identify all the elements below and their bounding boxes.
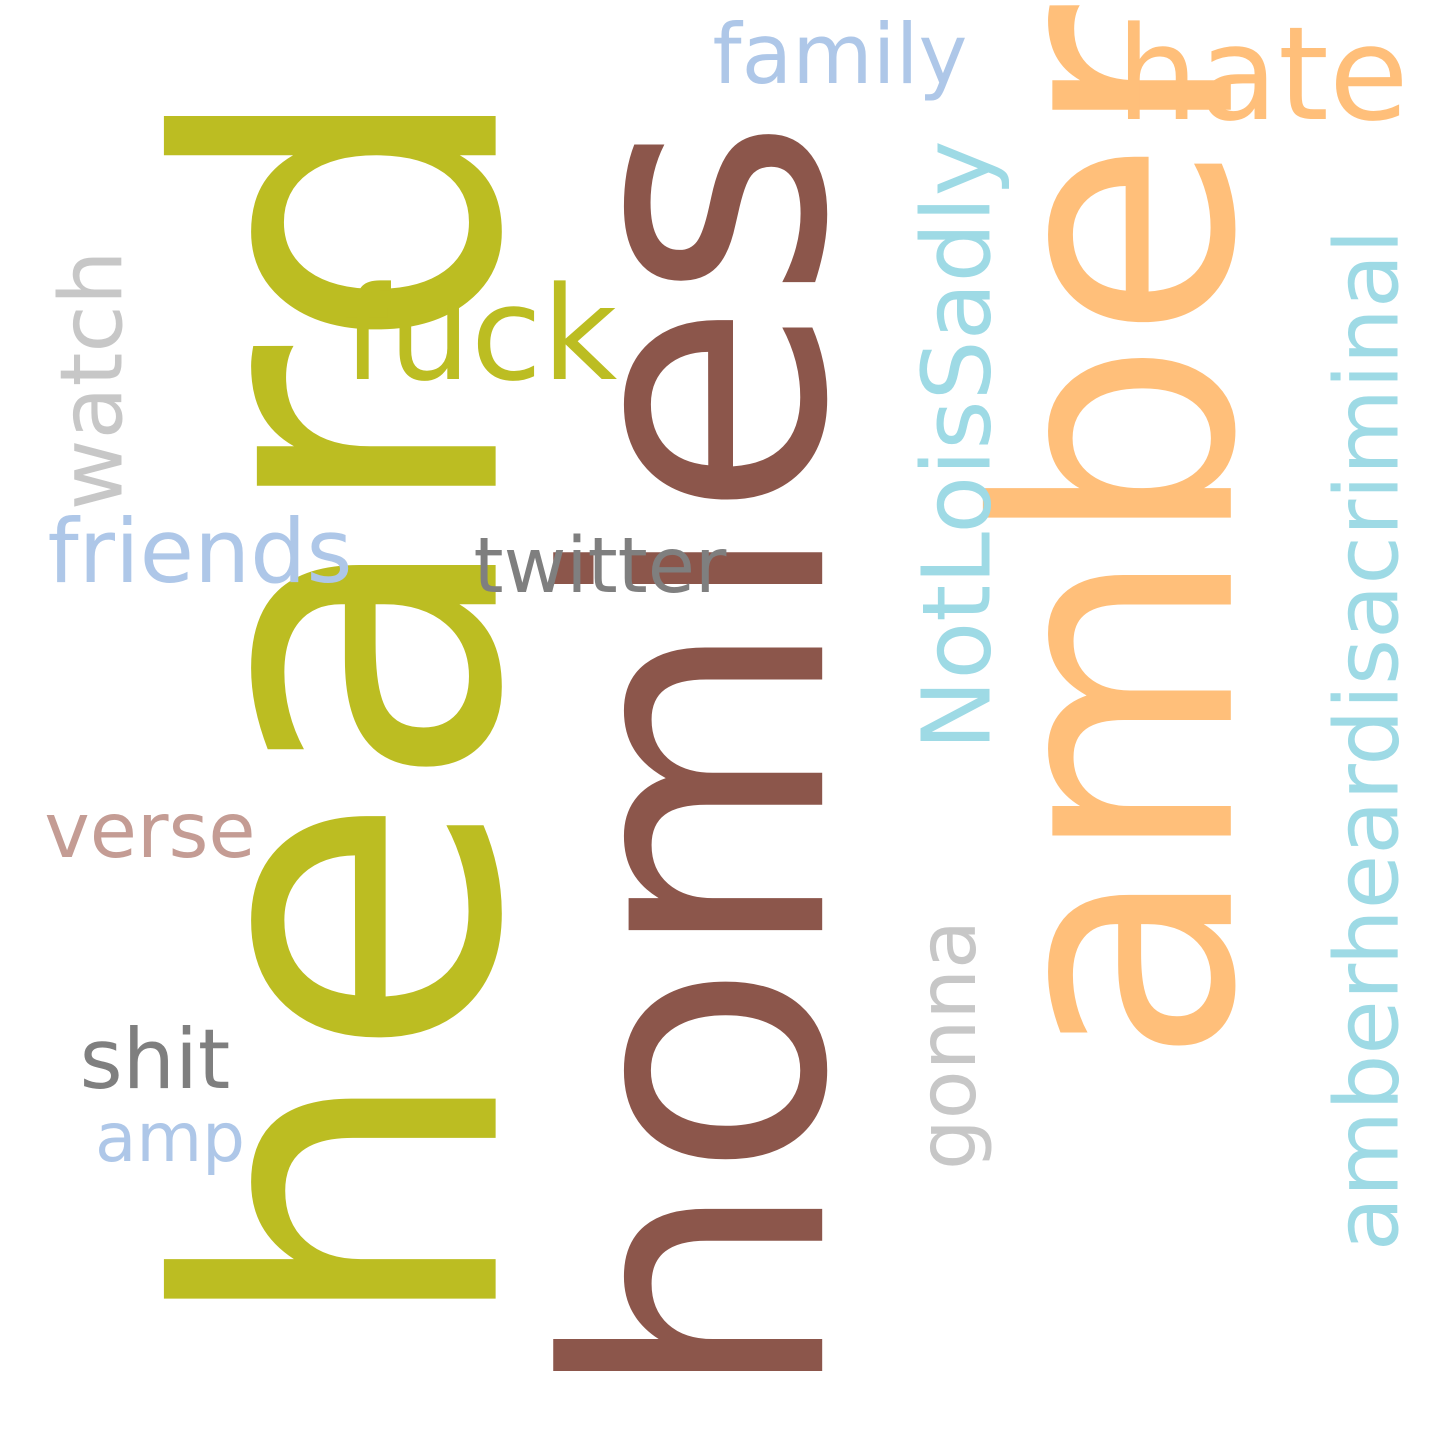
word-family: family <box>712 6 968 103</box>
word-hate: hate <box>1116 0 1409 151</box>
word-friends: friends <box>47 500 353 604</box>
word-verse: verse <box>44 787 256 877</box>
word-twitter: twitter <box>473 522 727 612</box>
word-watch: watch <box>42 250 143 511</box>
word-notloissadly: NotLoisSadly <box>902 139 1013 750</box>
word-amp: amp <box>95 1097 245 1177</box>
word-fuck: fuck <box>342 259 618 411</box>
word-shit: shit <box>79 1011 231 1108</box>
word-amberheardisacriminal: amberheardisacriminal <box>1315 229 1419 1252</box>
word-gonna: gonna <box>900 919 994 1170</box>
